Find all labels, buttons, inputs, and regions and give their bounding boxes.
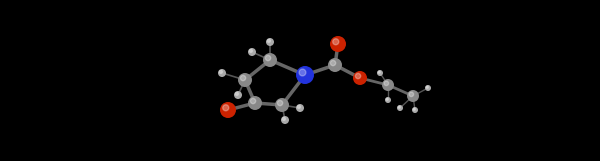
Circle shape: [241, 75, 246, 81]
Circle shape: [382, 79, 394, 91]
Circle shape: [250, 49, 253, 52]
Circle shape: [234, 91, 242, 99]
Circle shape: [355, 73, 361, 79]
Circle shape: [235, 92, 238, 95]
Circle shape: [296, 104, 304, 112]
Circle shape: [331, 60, 336, 66]
Circle shape: [223, 105, 229, 111]
Circle shape: [353, 71, 367, 85]
Circle shape: [220, 102, 236, 118]
Circle shape: [409, 92, 413, 97]
Circle shape: [378, 71, 380, 73]
Circle shape: [398, 106, 400, 108]
Circle shape: [275, 98, 289, 112]
Circle shape: [283, 117, 286, 120]
Circle shape: [248, 96, 262, 110]
Circle shape: [386, 98, 388, 100]
Circle shape: [413, 108, 415, 110]
Circle shape: [250, 98, 256, 104]
Circle shape: [248, 48, 256, 56]
Circle shape: [426, 86, 428, 88]
Circle shape: [296, 66, 314, 84]
Circle shape: [281, 116, 289, 124]
Circle shape: [268, 39, 271, 42]
Circle shape: [397, 105, 403, 111]
Circle shape: [412, 107, 418, 113]
Circle shape: [218, 69, 226, 77]
Circle shape: [298, 105, 301, 108]
Circle shape: [328, 58, 342, 72]
Circle shape: [407, 90, 419, 102]
Circle shape: [263, 53, 277, 67]
Circle shape: [266, 38, 274, 46]
Circle shape: [385, 97, 391, 103]
Circle shape: [384, 81, 389, 86]
Circle shape: [330, 36, 346, 52]
Circle shape: [299, 69, 306, 76]
Circle shape: [220, 70, 223, 73]
Circle shape: [238, 73, 252, 87]
Circle shape: [277, 100, 283, 106]
Circle shape: [265, 55, 271, 61]
Circle shape: [377, 70, 383, 76]
Circle shape: [333, 39, 339, 45]
Circle shape: [425, 85, 431, 91]
